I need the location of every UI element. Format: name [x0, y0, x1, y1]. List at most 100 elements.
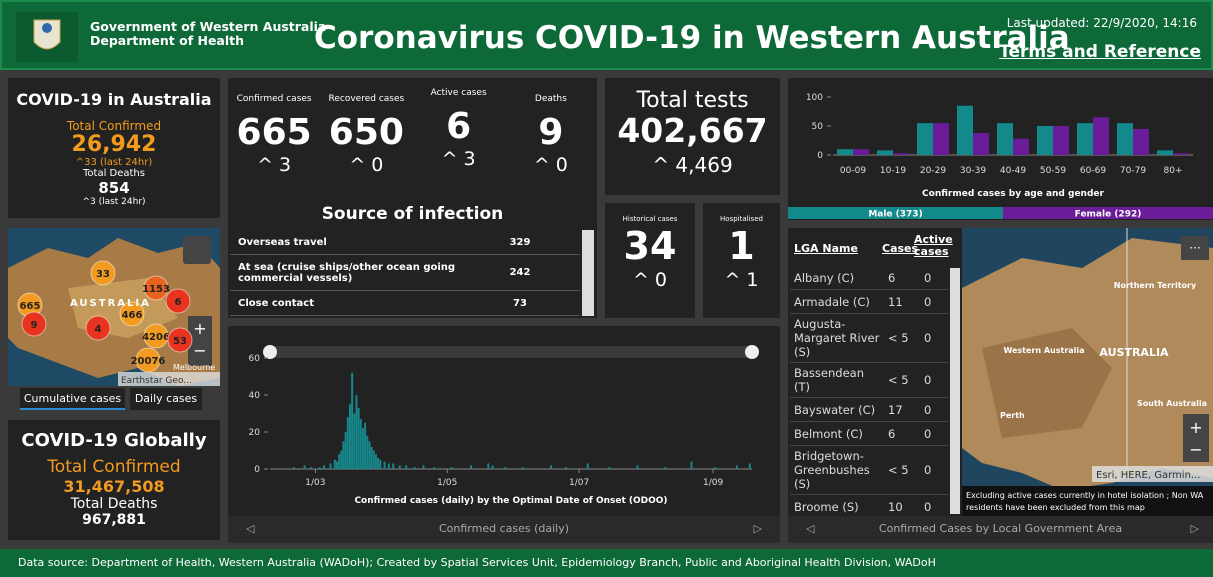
y-tick-label: 100 [806, 93, 823, 103]
org-line: Department of Health [90, 34, 326, 48]
value: 31,467,508 [8, 477, 220, 496]
table-row: Augusta-Margaret River (S)< 50 [790, 314, 948, 363]
bar [736, 465, 738, 469]
stat: Confirmed cases665^ 3 [228, 88, 320, 198]
org: Government of Western Australia Departme… [90, 20, 326, 48]
value: 9 [505, 112, 597, 154]
label: Active cases [413, 88, 505, 106]
bar [505, 467, 507, 469]
bar [433, 467, 435, 469]
cell: Bridgetown-Greenbushes (S) [794, 449, 882, 491]
bar [414, 467, 416, 469]
value: 402,667 [605, 113, 780, 149]
bar [1077, 123, 1093, 155]
bar [379, 460, 381, 469]
bar [330, 463, 332, 469]
bar [362, 428, 364, 469]
home-button[interactable] [183, 236, 211, 264]
value: 650 [320, 112, 412, 154]
zoom-in[interactable]: + [1189, 418, 1202, 437]
x-tick-label: 70-79 [1120, 166, 1146, 176]
wa-panel: Confirmed cases665^ 3Recovered cases650^… [228, 78, 597, 318]
cell: < 5 [882, 331, 924, 345]
bar [399, 465, 401, 469]
next[interactable]: ▷ [754, 522, 762, 535]
scrollbar[interactable] [950, 268, 960, 514]
bar [893, 153, 909, 155]
zoom-in[interactable]: + [193, 319, 206, 338]
map-label: Perth [1000, 411, 1025, 420]
header-cell: Active cases [914, 234, 944, 258]
bar [487, 463, 489, 469]
change: ^ 3 [413, 148, 505, 170]
bar [1117, 123, 1133, 155]
terms-link[interactable]: Terms and Reference [999, 42, 1201, 62]
bar [608, 467, 610, 469]
source-table: Overseas travel329At sea (cruise ships/o… [230, 230, 580, 316]
menu-icon[interactable]: ··· [1189, 241, 1200, 255]
cluster-label: 665 [20, 301, 41, 312]
bar [837, 149, 853, 155]
bar [334, 460, 336, 469]
bar [587, 463, 589, 469]
change: ^ 1 [703, 269, 780, 291]
bar [973, 133, 989, 155]
bar [392, 463, 394, 469]
tab[interactable]: Cumulative cases [20, 388, 125, 410]
range-slider[interactable] [270, 346, 752, 358]
bar [665, 467, 667, 469]
tab[interactable]: Daily cases [130, 388, 202, 410]
global-panel: COVID-19 Globally Total Confirmed 31,467… [8, 420, 220, 540]
y-tick-label: 40 [249, 391, 261, 401]
footer: Data source: Department of Health, Weste… [0, 549, 1213, 577]
bar [1173, 153, 1189, 155]
bar [690, 462, 692, 469]
x-tick-label: 30-39 [960, 166, 986, 176]
label: Hospitalised [703, 215, 780, 223]
cell: < 5 [882, 373, 924, 387]
x-tick-label: 00-09 [840, 166, 866, 176]
map-label: AUSTRALIA [70, 298, 151, 309]
nav-title: Confirmed cases (daily) [228, 522, 780, 535]
attribution: Earthstar Geo... [121, 376, 192, 386]
map-tabs: Cumulative cases Daily cases [8, 386, 220, 412]
bar [323, 465, 325, 469]
zoom-out[interactable]: − [1189, 440, 1202, 459]
cell: 242 [468, 267, 572, 278]
cell: 10 [882, 500, 924, 514]
map-canvas: ··· + − Northern TerritoryWestern Austra… [962, 228, 1213, 516]
cell: 6 [882, 427, 924, 441]
scrollbar[interactable] [582, 230, 594, 316]
cell: 0 [924, 463, 944, 477]
cell: Overseas travel [238, 237, 468, 248]
panel-title: COVID-19 Globally [8, 430, 220, 451]
bar [336, 462, 338, 469]
australia-panel: COVID-19 in Australia Total Confirmed 26… [8, 78, 220, 218]
bar [358, 408, 360, 469]
bar [1133, 129, 1149, 155]
bar [853, 149, 869, 155]
next[interactable]: ▷ [1191, 522, 1199, 535]
table-row: At sea (cruise ships/other ocean going c… [230, 255, 580, 291]
legend-label: Female (292) [1075, 210, 1142, 220]
table-row: Overseas travel329 [230, 230, 580, 255]
bar [304, 465, 306, 469]
slider-handle[interactable] [745, 345, 759, 359]
map-right: ··· + − Northern TerritoryWestern Austra… [962, 228, 1213, 516]
x-tick-label: 50-59 [1040, 166, 1066, 176]
map-left: + − 66533115364664420653920076AUSTRALIAM… [8, 228, 220, 386]
map-note: Excluding active cases currently in hote… [966, 490, 1211, 514]
bar [368, 441, 370, 469]
map-label: Melbourne [173, 363, 215, 372]
slider-handle[interactable] [263, 345, 277, 359]
cluster-label: 9 [31, 320, 38, 331]
cell: 11 [882, 295, 924, 309]
value: 26,942 [8, 133, 220, 157]
label: Total tests [605, 88, 780, 113]
bar [355, 395, 357, 469]
zoom-out[interactable]: − [193, 341, 206, 360]
change: ^ 0 [320, 154, 412, 176]
cell: 0 [924, 271, 944, 285]
